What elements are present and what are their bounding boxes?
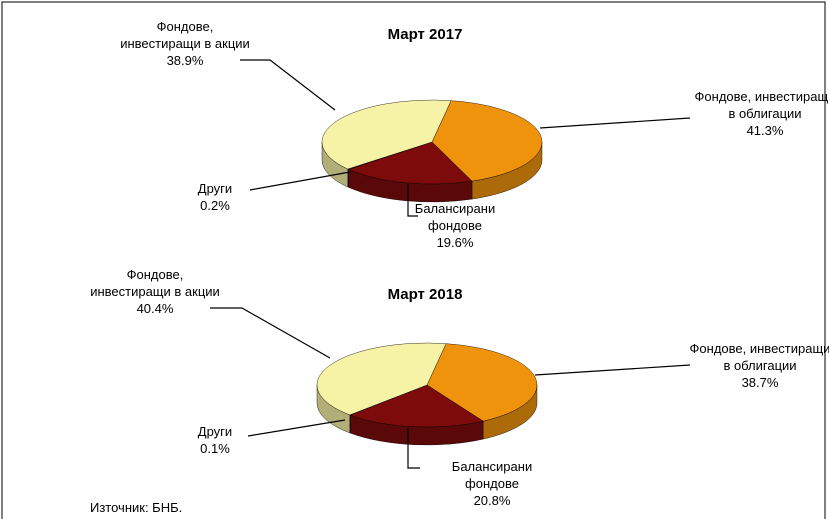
value-label: 19.6% [436, 235, 474, 250]
slice [431, 100, 543, 182]
slice-label: Други 0.1% [175, 423, 255, 457]
leader-line [407, 184, 418, 217]
slice [426, 343, 538, 422]
value-label: 0.1% [200, 441, 230, 456]
source-note: Източник: БНБ. [90, 500, 183, 515]
value-label: 40.4% [136, 301, 174, 316]
leader-line [534, 364, 691, 376]
leader-line [247, 419, 346, 437]
slice-label: Фондове, инвестиращи в акции 38.9% [120, 18, 250, 69]
category-name: Други [197, 424, 233, 439]
category-name: Балансирани фондове [451, 459, 533, 491]
value-label: 41.3% [746, 123, 784, 138]
value-label: 0.2% [200, 198, 230, 213]
leader-line [539, 117, 691, 129]
category-name: Фондове, инвестиращи в акции [120, 19, 250, 51]
slice [348, 141, 473, 185]
category-name: Балансирани фондове [414, 201, 496, 233]
category-name: Фондове, инвестиращи в облигации [694, 89, 829, 121]
leader-line [407, 428, 420, 469]
slice [316, 342, 447, 416]
value-label: 38.9% [166, 53, 204, 68]
chart-title: Март 2018 [387, 286, 463, 303]
slice [349, 384, 484, 428]
value-label: 38.7% [741, 375, 779, 390]
category-name: Други [197, 181, 233, 196]
slice-label: Балансирани фондове 19.6% [395, 200, 515, 251]
leader-line [210, 307, 331, 359]
chart-title: Март 2017 [387, 26, 463, 43]
leader-line [240, 59, 336, 111]
slice-label: Фондове, инвестиращи в акции 40.4% [90, 266, 220, 317]
slice-label: Други 0.2% [175, 180, 255, 214]
slice-label: Фондове, инвестиращи в облигации 41.3% [690, 88, 829, 139]
slice [321, 99, 452, 170]
category-name: Фондове, инвестиращи в акции [90, 267, 220, 299]
value-label: 20.8% [473, 493, 511, 508]
slice-label: Балансирани фондове 20.8% [432, 458, 552, 509]
slice-label: Фондове, инвестиращи в облигации 38.7% [685, 340, 829, 391]
leader-line [249, 171, 351, 191]
category-name: Фондове, инвестиращи в облигации [689, 341, 829, 373]
